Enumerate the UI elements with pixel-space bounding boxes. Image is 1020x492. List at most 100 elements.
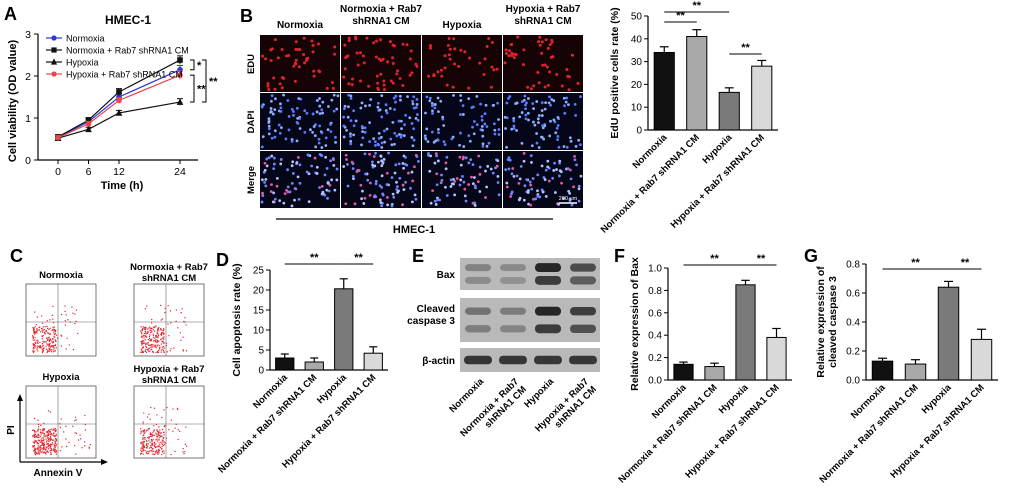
cell-dot bbox=[395, 69, 399, 73]
cell-dot bbox=[473, 120, 476, 123]
cell-dot bbox=[381, 161, 385, 164]
event-dot bbox=[39, 429, 42, 431]
cell-dot bbox=[527, 97, 530, 100]
event-dot bbox=[147, 443, 149, 445]
event-dot bbox=[32, 344, 34, 346]
event-dot bbox=[157, 328, 159, 330]
cell-dot bbox=[373, 194, 377, 198]
event-dot bbox=[63, 431, 65, 433]
cell-dot bbox=[395, 134, 399, 138]
cell-dot bbox=[473, 176, 476, 179]
cell-dot bbox=[427, 154, 430, 157]
event-dot bbox=[49, 430, 51, 433]
significance-marker: ** bbox=[197, 84, 206, 96]
cell-dot bbox=[330, 178, 334, 182]
event-dot bbox=[155, 439, 157, 441]
event-dot bbox=[46, 320, 48, 322]
cell-dot bbox=[514, 52, 518, 56]
event-dot bbox=[66, 445, 68, 448]
blot-strip bbox=[460, 258, 600, 290]
y-tick-label: 0 bbox=[258, 366, 264, 377]
cell-dot bbox=[483, 57, 487, 61]
cell-dot bbox=[347, 82, 351, 86]
cell-dot bbox=[568, 197, 572, 201]
cell-dot bbox=[310, 164, 314, 168]
cell-dot bbox=[368, 140, 372, 144]
cell-dot bbox=[436, 70, 440, 74]
cell-dot bbox=[518, 177, 522, 181]
cell-dot bbox=[510, 127, 514, 131]
cell-dot bbox=[512, 56, 516, 60]
cell-dot bbox=[568, 192, 572, 195]
event-dot bbox=[141, 340, 143, 342]
event-dot bbox=[151, 331, 153, 333]
event-dot bbox=[51, 442, 54, 444]
event-dot bbox=[161, 318, 164, 320]
event-dot bbox=[153, 424, 155, 427]
event-dot bbox=[161, 340, 163, 342]
event-dot bbox=[154, 326, 156, 328]
event-dot bbox=[140, 428, 142, 430]
event-dot bbox=[163, 443, 166, 446]
event-dot bbox=[142, 441, 144, 443]
cell-dot bbox=[279, 106, 283, 110]
cell-dot bbox=[315, 172, 319, 175]
event-dot bbox=[43, 428, 45, 430]
cell-dot bbox=[290, 182, 294, 185]
event-dot bbox=[144, 335, 146, 337]
event-dot bbox=[34, 341, 36, 343]
panel-letter-f: F bbox=[614, 246, 625, 266]
event-dot bbox=[157, 330, 159, 332]
cell-dot bbox=[296, 116, 300, 120]
event-dot bbox=[147, 339, 150, 341]
y-tick-label: 1 bbox=[25, 113, 31, 125]
event-dot bbox=[34, 342, 37, 344]
event-dot bbox=[145, 447, 147, 449]
event-dot bbox=[34, 326, 36, 328]
event-dot bbox=[61, 446, 63, 448]
cell-dot bbox=[564, 100, 568, 104]
cell-dot bbox=[481, 128, 484, 132]
event-dot bbox=[40, 424, 42, 426]
data-point bbox=[55, 134, 61, 141]
cell-dot bbox=[344, 202, 348, 206]
cell-dot bbox=[510, 54, 514, 58]
cell-dot bbox=[427, 152, 430, 155]
cell-dot bbox=[441, 115, 445, 119]
cell-dot bbox=[393, 131, 397, 135]
bar bbox=[751, 65, 773, 131]
cell-dot bbox=[269, 190, 273, 193]
bar bbox=[904, 363, 927, 381]
event-dot bbox=[41, 351, 44, 354]
event-dot bbox=[182, 336, 184, 338]
event-dot bbox=[158, 434, 160, 436]
cell-dot bbox=[512, 124, 516, 128]
x-tick-label: 0 bbox=[55, 166, 61, 178]
cell-dot bbox=[399, 135, 403, 139]
cell-dot bbox=[368, 103, 372, 107]
cell-dot bbox=[374, 55, 378, 59]
cell-dot bbox=[267, 87, 271, 91]
event-dot bbox=[33, 441, 35, 443]
event-dot bbox=[49, 447, 51, 449]
cell-dot bbox=[410, 136, 414, 139]
event-dot bbox=[146, 346, 148, 349]
event-dot bbox=[53, 445, 55, 447]
event-dot bbox=[47, 350, 49, 353]
cell-dot bbox=[279, 162, 283, 166]
cell-dot bbox=[496, 181, 500, 184]
cell-dot bbox=[531, 177, 535, 180]
cell-dot bbox=[522, 198, 526, 202]
event-dot bbox=[149, 432, 152, 434]
cell-dot bbox=[352, 177, 355, 181]
event-dot bbox=[89, 443, 92, 446]
y-tick-label: 0.4 bbox=[648, 331, 662, 342]
event-dot bbox=[34, 430, 36, 432]
cell-dot bbox=[463, 187, 467, 191]
event-dot bbox=[42, 444, 45, 447]
event-dot bbox=[153, 450, 155, 452]
event-dot bbox=[46, 339, 49, 341]
cell-dot bbox=[436, 159, 440, 163]
event-dot bbox=[41, 442, 43, 444]
cell-dot bbox=[567, 88, 571, 92]
